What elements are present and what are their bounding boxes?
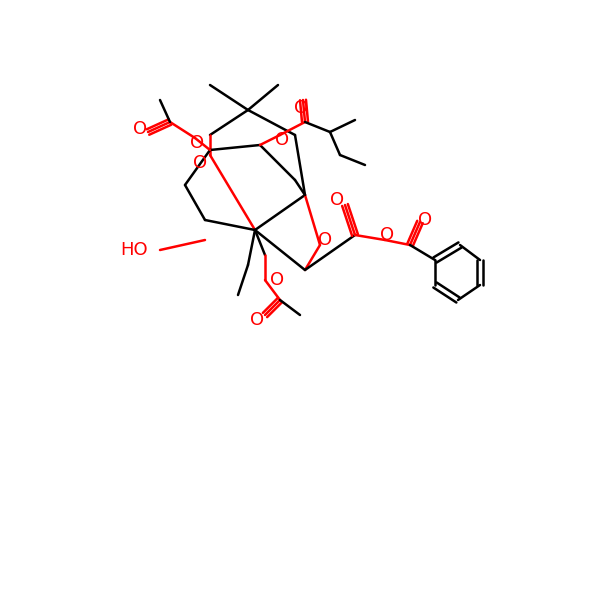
- Text: O: O: [294, 99, 308, 117]
- Text: O: O: [380, 226, 394, 244]
- Text: O: O: [330, 191, 344, 209]
- Text: O: O: [193, 154, 207, 172]
- Text: O: O: [190, 134, 204, 152]
- Text: O: O: [250, 311, 264, 329]
- Text: O: O: [275, 131, 289, 149]
- Text: O: O: [270, 271, 284, 289]
- Text: O: O: [418, 211, 432, 229]
- Text: HO: HO: [121, 241, 148, 259]
- Text: O: O: [133, 120, 147, 138]
- Text: O: O: [318, 231, 332, 249]
